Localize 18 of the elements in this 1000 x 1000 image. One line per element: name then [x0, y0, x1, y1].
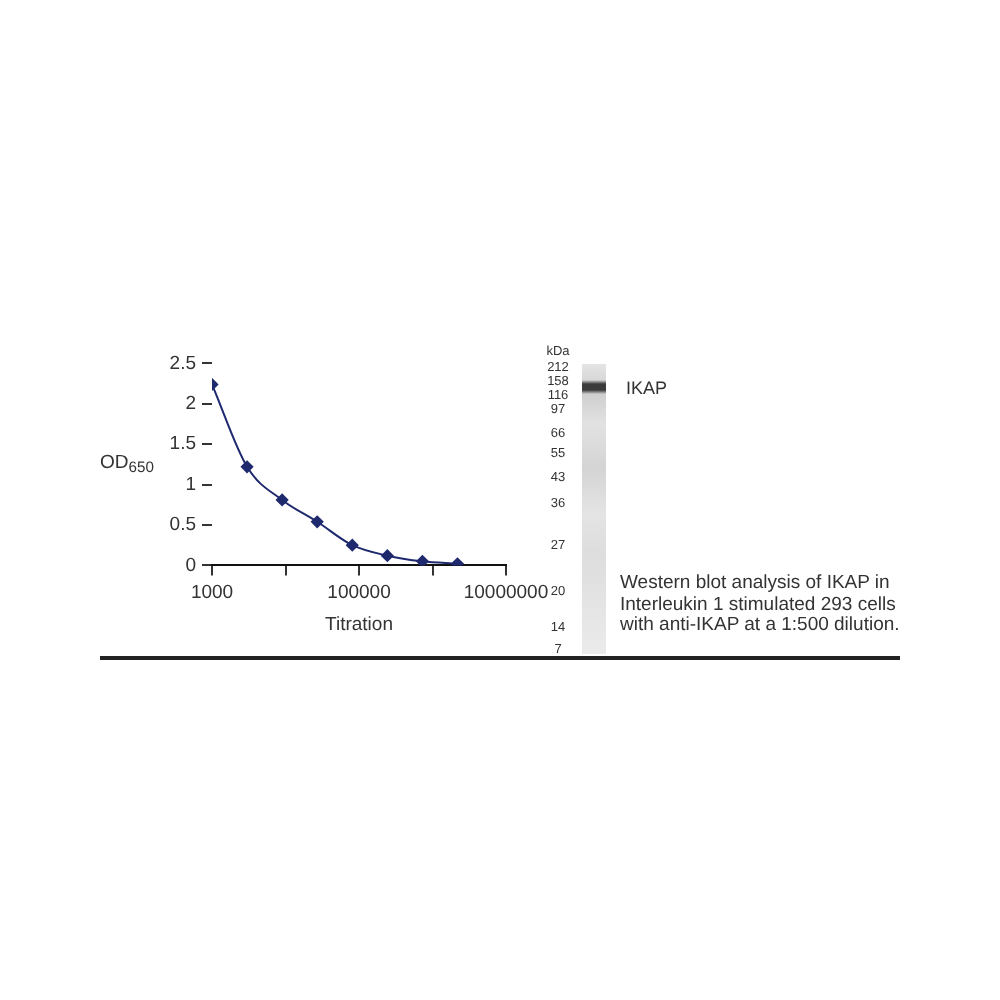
x-tick-label: 100000 [327, 582, 391, 605]
point [416, 555, 429, 566]
text: Western blot analysis of IKAP in Interleukin 1 stimulated 293 cells with anti-IKAP at a 1:500 dilution. [620, 572, 900, 636]
y-tick-label: 1.5 [169, 433, 196, 456]
point [311, 515, 324, 528]
x-axis-title: Titration [325, 613, 393, 636]
y-tick-label: 0.5 [169, 514, 196, 537]
y-tick-label: 1 [185, 473, 196, 496]
text: IKAP [626, 378, 668, 398]
x-tick-label: 10000000 [463, 582, 549, 605]
point [346, 539, 359, 552]
point [240, 460, 254, 474]
point [381, 549, 394, 562]
x-tick-label: 1000 [190, 582, 234, 605]
y-tick-label: 0 [185, 554, 196, 577]
y-tick-label: 2 [185, 393, 196, 416]
point [275, 493, 289, 507]
y-tick-label: 2.5 [169, 352, 196, 375]
